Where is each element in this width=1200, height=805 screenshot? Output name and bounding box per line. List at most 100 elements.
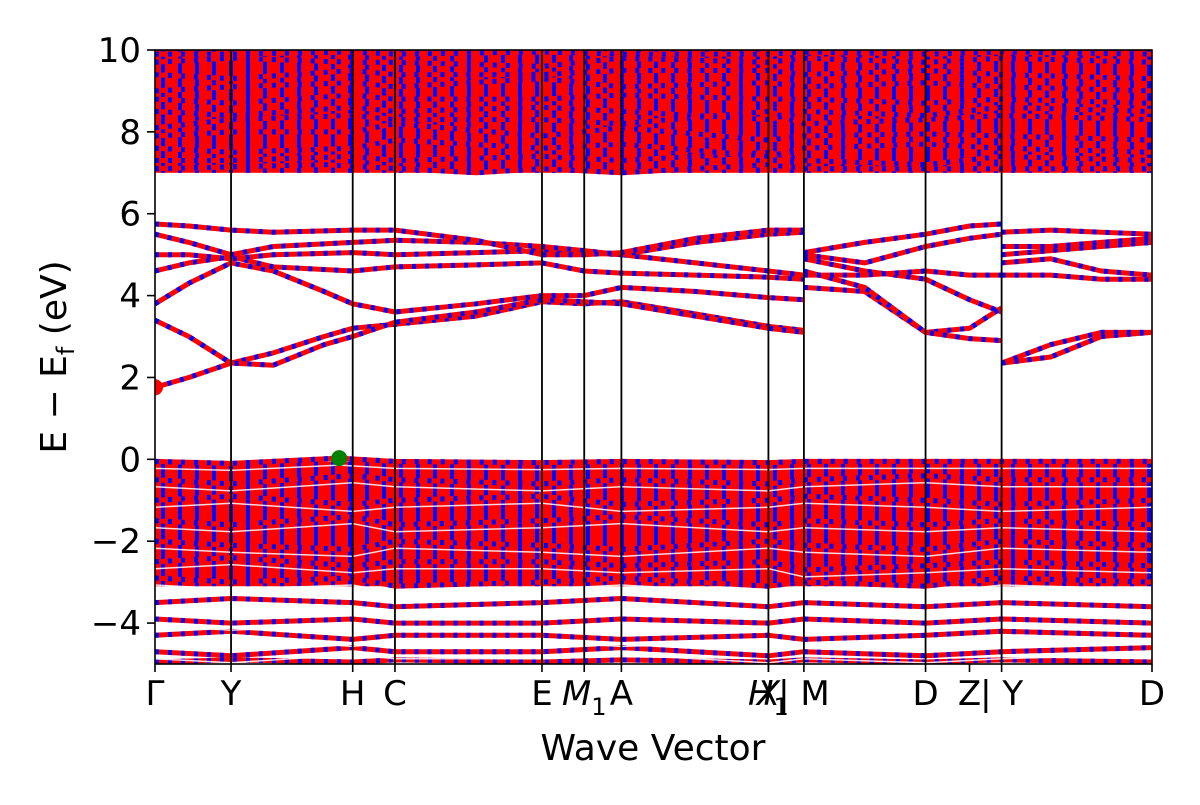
x-tick-label: H1 — [748, 674, 789, 721]
x-tick-label-text: X — [755, 674, 781, 714]
valence-band-vb10-spin-down — [155, 628, 1152, 642]
upper-band-ub1-spin-down — [155, 162, 1152, 176]
x-tick-label: M1 — [562, 674, 607, 721]
x-tick-label-text: | M — [778, 674, 830, 714]
conduction-band-cb19-spin-up — [1001, 227, 1152, 237]
valence-manifold-stripe — [637, 461, 641, 587]
conduction-band-cb2-spin-up — [155, 297, 805, 368]
upper-manifold-a-stripe — [1011, 50, 1015, 173]
y-tick-label: 10 — [98, 31, 141, 71]
x-tick-label: A — [610, 674, 633, 714]
separators-layer — [230, 50, 1003, 664]
x-tick-label-text: Y — [220, 674, 242, 714]
valence-band-vb11-spin-down — [155, 645, 1152, 659]
conduction-band-cb10-spin-down — [803, 268, 1002, 344]
vbm-marker — [331, 450, 348, 467]
x-tick-label: Γ — [146, 674, 165, 714]
x-tick-label-text: M — [562, 674, 591, 714]
valence-manifold-stripe — [688, 461, 692, 587]
valence-band-vb8-spin-down — [155, 595, 1152, 610]
x-tick-label: D — [1139, 674, 1165, 714]
upper-manifold-a-stripe — [484, 50, 488, 173]
upper-band-ub3-spin-down — [155, 137, 1152, 159]
plot-frame — [154, 49, 1153, 665]
upper-manifold-a-stripe — [671, 50, 675, 173]
upper-manifold-a-stripe — [518, 50, 522, 173]
y-tick-label: −4 — [91, 604, 141, 644]
conduction-band-cb20-spin-up — [1001, 235, 1152, 249]
conduction-band-cb13-spin-down — [803, 231, 1002, 266]
y-tick-label: −2 — [91, 522, 141, 562]
y-tick-label: 0 — [119, 440, 141, 480]
y-axis-ticks: 10 8 6 4 2 0 −2 −4 — [91, 31, 155, 644]
x-tick-label-text: D — [1139, 674, 1165, 714]
upper-band-ub7-spin-down — [155, 92, 1152, 106]
x-tick-label-text: C — [383, 674, 407, 714]
conduction-band-cb10-spin-up — [803, 268, 1002, 344]
y-tick-label: 4 — [119, 277, 141, 317]
upper-manifold-a-stripe — [892, 50, 896, 173]
y-tick-label: 8 — [119, 113, 141, 153]
valence-manifold-stripe — [807, 461, 811, 587]
x-tick-label: H — [340, 674, 366, 714]
conduction-band-cb8-spin-up — [803, 256, 1003, 315]
x-tick-label: X — [755, 674, 781, 714]
upper-band-ub9-spin-down — [155, 67, 1152, 82]
x-tick-label: | Y — [980, 674, 1023, 714]
conduction-band-cb16-spin-up — [1001, 272, 1152, 282]
x-tick-label: E — [531, 674, 552, 714]
upper-manifold-a-stripe — [1028, 50, 1032, 173]
valence-manifold-stripe — [161, 461, 165, 587]
valence-band-vb1-spin-down — [155, 455, 1152, 466]
conduction-band-cb3-spin-up — [155, 260, 805, 315]
valence-manifold-stripe — [365, 461, 369, 587]
valence-band-vb5-spin-down — [155, 538, 1152, 552]
valence-manifold-stripe — [671, 461, 675, 587]
valence-band-vb7-spin-down — [155, 575, 1152, 589]
conduction-band-cb3-spin-down — [155, 260, 805, 315]
y-axis-label: E − Ef (eV) — [34, 260, 80, 453]
upper-manifold-a-stripe — [365, 50, 369, 173]
x-tick-label-text: A — [610, 674, 633, 714]
valence-band-vb6-spin-down — [155, 555, 1152, 573]
upper-manifold-a-stripe — [569, 50, 573, 173]
y-tick-label: 2 — [119, 358, 141, 398]
upper-manifold-a-stripe — [348, 50, 352, 173]
valence-manifold-stripe — [297, 461, 301, 587]
valence-manifold-stripe — [331, 461, 335, 587]
conduction-band-cb2-spin-down — [155, 297, 805, 368]
conduction-band-cb18-spin-up — [1001, 239, 1152, 258]
y-tick-label: 6 — [119, 195, 141, 235]
upper-manifold-a-stripe — [1045, 50, 1049, 173]
upper-manifold-a-stripe — [331, 50, 335, 173]
upper-manifold-a-stripe — [212, 50, 216, 173]
y-axis-label-main: E − E — [34, 355, 75, 454]
valence-band-vb9-spin-down — [155, 616, 1152, 626]
conduction-band-cb15-spin-down — [1000, 329, 1152, 366]
upper-band-ub8-spin-down — [155, 76, 1152, 94]
markers-layer — [155, 379, 348, 467]
upper-band-ub10-spin-down — [155, 55, 1152, 69]
conduction-band-cb1-spin-up — [155, 299, 805, 390]
y-axis-label-unit: (eV) — [34, 260, 75, 335]
x-tick-label: D — [912, 674, 938, 714]
x-tick-label-text: E — [531, 674, 552, 714]
upper-manifold-a-stripe — [994, 50, 998, 173]
conduction-band-cb1-spin-down — [155, 299, 805, 390]
valence-manifold-stripe — [535, 461, 539, 587]
x-tick-label: Y — [220, 674, 242, 714]
valence-band-vb4-spin-down — [155, 514, 1152, 528]
conduction-band-cb9-spin-down — [803, 284, 1003, 335]
upper-manifold-a-stripe — [246, 50, 250, 173]
upper-manifold-a-stripe — [688, 50, 692, 173]
y-axis-label-unit-space — [34, 335, 75, 346]
valence-manifold-stripe — [314, 461, 318, 587]
x-axis-label: Wave Vector — [541, 728, 766, 769]
valence-band-vb2-spin-down — [155, 473, 1152, 487]
x-tick-label-text: D — [912, 674, 938, 714]
x-tick-label-subscript: 1 — [591, 693, 606, 721]
valence-band-vb3-spin-down — [155, 493, 1152, 507]
